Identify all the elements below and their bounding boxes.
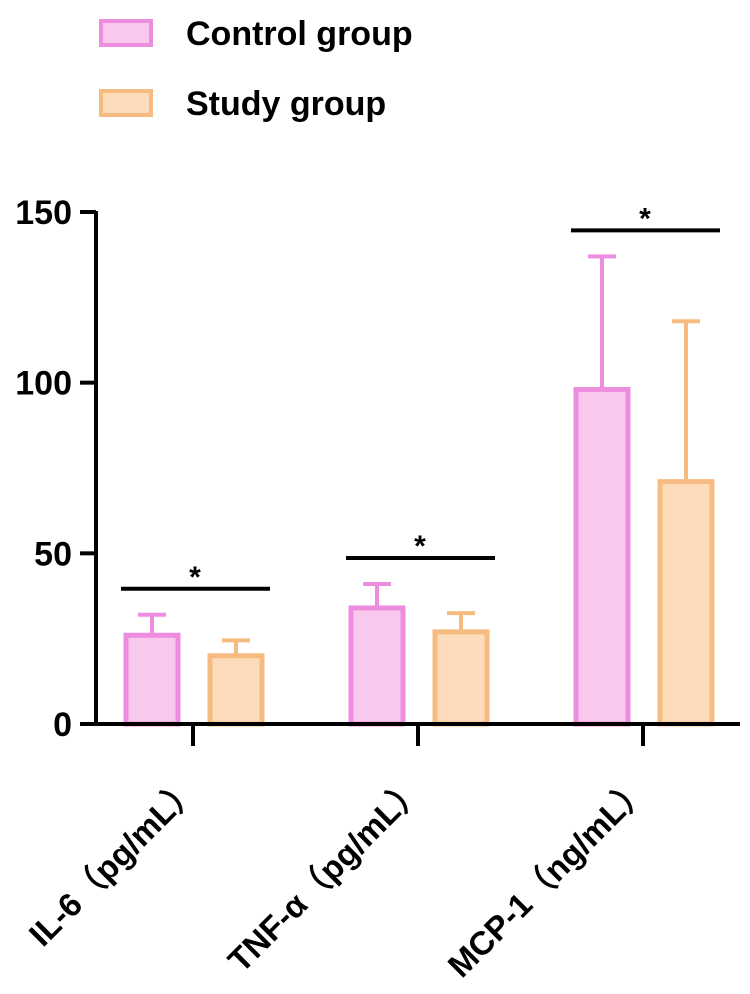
legend-swatch-study — [99, 89, 153, 117]
y-tick-label-0: 0 — [53, 706, 72, 744]
significance-star-1: * — [414, 530, 426, 563]
bar-study-1 — [432, 629, 490, 727]
y-tick-label-50: 50 — [34, 535, 72, 573]
legend: Control group Study group — [99, 15, 413, 123]
y-tick-label-100: 100 — [15, 365, 72, 403]
significance-markers: * * * — [121, 202, 720, 594]
x-category-label-0: IL-6（pg/mL） — [22, 769, 206, 953]
significance-star-2: * — [639, 202, 651, 235]
x-category-label-1: TNF-α（pg/mL） — [221, 769, 431, 979]
legend-label-control: Control group — [186, 15, 413, 53]
error-bars — [138, 254, 700, 656]
axes — [80, 210, 740, 746]
x-category-label-2: MCP-1（ng/mL） — [441, 769, 656, 984]
bar-study-2 — [657, 479, 715, 727]
bar-control-1 — [348, 605, 406, 727]
bar-control-2 — [573, 386, 631, 727]
bar-study-0 — [207, 653, 265, 727]
y-tick-label-150: 150 — [15, 194, 72, 232]
significance-star-0: * — [189, 561, 201, 594]
axis-labels: 0 50 100 150 IL-6（pg/mL） TNF-α（pg/mL） MCP-1（ng… — [15, 194, 656, 984]
bar-control-0 — [123, 632, 181, 727]
legend-swatch-control — [99, 19, 153, 47]
legend-label-study: Study group — [186, 85, 386, 123]
